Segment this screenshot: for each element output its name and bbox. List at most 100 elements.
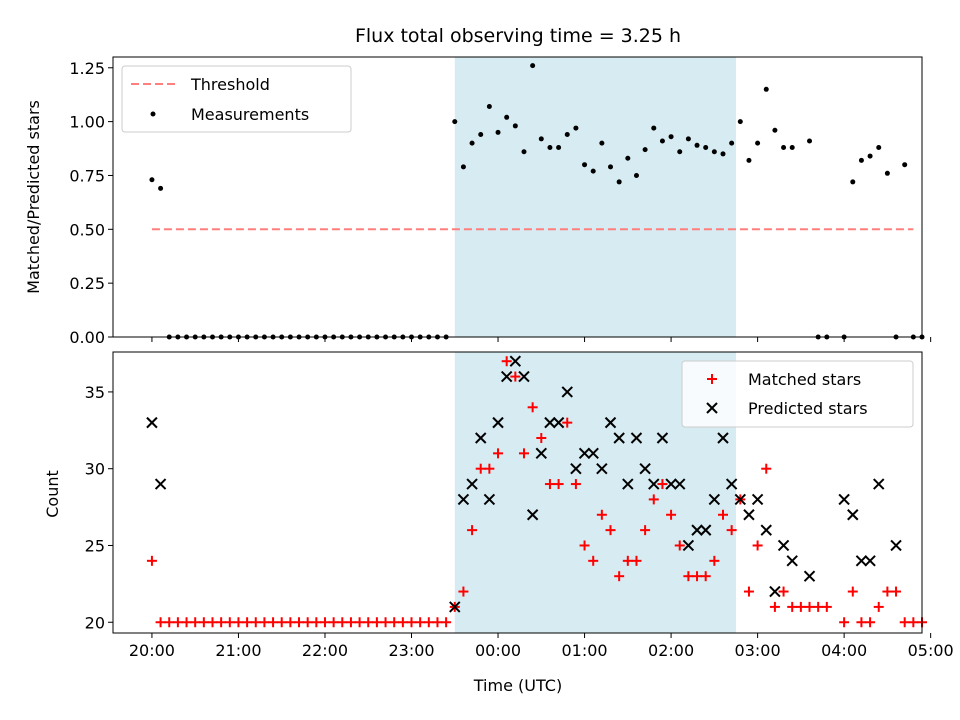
y-tick-label: 1.00: [69, 113, 105, 132]
predicted-star-mark: [622, 478, 634, 490]
x-stroke-b: [873, 478, 885, 490]
matched-star-mark: [441, 617, 452, 628]
x-stroke-b: [613, 432, 625, 444]
matched-star-mark: [813, 601, 824, 612]
matched-star-mark: [778, 586, 789, 597]
predicted-star-mark: [613, 432, 625, 444]
matched-star-mark: [553, 479, 564, 490]
measurement-point: [755, 140, 761, 146]
matched-star-mark: [692, 571, 703, 582]
x-stroke-b: [561, 386, 573, 398]
matched-star-mark: [579, 540, 590, 551]
y-tick-label: 0.00: [69, 328, 105, 347]
x-tick-label: 04:00: [821, 641, 867, 660]
matched-star-mark: [415, 617, 426, 628]
observing-window: [454, 57, 736, 337]
measurement-point: [694, 142, 700, 148]
x-stroke-b: [777, 539, 790, 552]
matched-star-mark: [233, 617, 244, 628]
predicted-star-mark: [751, 493, 764, 506]
matched-star-mark: [146, 555, 157, 566]
axes-frame: [112, 351, 923, 634]
predicted-star-mark: [656, 432, 669, 444]
legend-bottom: Matched stars Predicted stars: [681, 360, 914, 428]
matched-star-mark: [839, 617, 850, 628]
predicted-star-mark: [682, 539, 695, 552]
measurement-point: [772, 127, 778, 133]
measurement-point: [564, 132, 570, 138]
x-stroke-b: [691, 524, 703, 536]
x-stroke-b: [706, 402, 718, 414]
predicted-star-mark: [154, 478, 167, 490]
matched-star-mark: [276, 617, 287, 628]
predicted-star-mark: [449, 601, 461, 613]
x-stroke-b: [630, 432, 643, 444]
x-stroke-b: [648, 478, 660, 490]
measurement-point: [642, 147, 648, 153]
matched-star-mark: [242, 617, 253, 628]
x-stroke-b: [760, 524, 772, 536]
y-tick-label: 0.25: [69, 274, 105, 293]
matched-star-mark: [363, 617, 374, 628]
matched-star-mark: [467, 525, 478, 536]
matched-star-mark: [544, 479, 555, 490]
measurement-point: [538, 136, 544, 142]
matched-star-mark: [588, 555, 599, 566]
matched-star-mark: [432, 617, 443, 628]
x-stroke-b: [674, 478, 686, 490]
x-stroke-b: [717, 432, 729, 444]
predicted-star-mark: [760, 524, 772, 536]
matched-star-mark: [614, 571, 625, 582]
matched-star-mark: [181, 617, 192, 628]
matched-star-mark: [311, 617, 322, 628]
predicted-star-mark: [466, 478, 478, 490]
y-tick-label: 1.25: [69, 59, 105, 78]
predicted-star-mark: [639, 462, 651, 475]
measurement-point: [867, 153, 873, 159]
x-tick-label: 03:00: [735, 641, 781, 660]
x-stroke-b: [708, 493, 721, 506]
measurement-point: [556, 144, 562, 150]
measurement-point: [478, 132, 484, 138]
x-stroke-b: [146, 416, 158, 429]
matched-star-mark: [666, 509, 677, 520]
bottom-ylabel: Count: [43, 470, 62, 518]
predicted-star-mark: [838, 493, 850, 506]
predicted-star-mark: [674, 478, 686, 490]
measurement-point: [685, 136, 691, 142]
predicted-star-mark: [803, 570, 816, 582]
matched-star-mark: [605, 525, 616, 536]
predicted-star-mark: [518, 370, 530, 383]
matched-star-mark: [518, 448, 529, 459]
predicted-star-mark: [665, 478, 677, 490]
measurement-point: [460, 164, 466, 170]
predicted-star-mark: [457, 493, 470, 506]
x-stroke-b: [682, 539, 695, 552]
x-stroke-b: [578, 447, 591, 460]
measurement-point: [659, 138, 665, 144]
predicted-star-mark: [864, 555, 876, 567]
matched-star-mark: [397, 617, 408, 628]
matched-star-mark: [856, 617, 867, 628]
bottom-panel: 20 25 30 35 20:00 21:00 22:00 23:00 00:00 01:00 02…: [85, 351, 954, 660]
x-stroke-b: [639, 462, 651, 475]
matched-star-mark: [345, 617, 356, 628]
predicted-star-mark: [630, 432, 643, 444]
matched-star-mark: [795, 601, 806, 612]
x-stroke-b: [483, 493, 496, 506]
x-stroke-b: [656, 432, 669, 444]
x-stroke-b: [509, 355, 522, 367]
matched-star-mark: [328, 617, 339, 628]
measurement-point: [495, 129, 501, 135]
top-ylabel: Matched/Predicted stars: [24, 100, 43, 294]
measurement-point: [486, 104, 492, 110]
predicted-star-mark: [691, 524, 703, 536]
matched-star-mark: [908, 617, 919, 628]
matched-star-mark: [761, 463, 772, 474]
x-tick-label: 05:00: [908, 641, 954, 660]
matched-star-mark: [709, 555, 720, 566]
measurement-point: [902, 162, 908, 168]
matched-star-mark: [640, 525, 651, 536]
matched-star-mark: [804, 601, 815, 612]
predicted-star-mark: [777, 539, 790, 552]
